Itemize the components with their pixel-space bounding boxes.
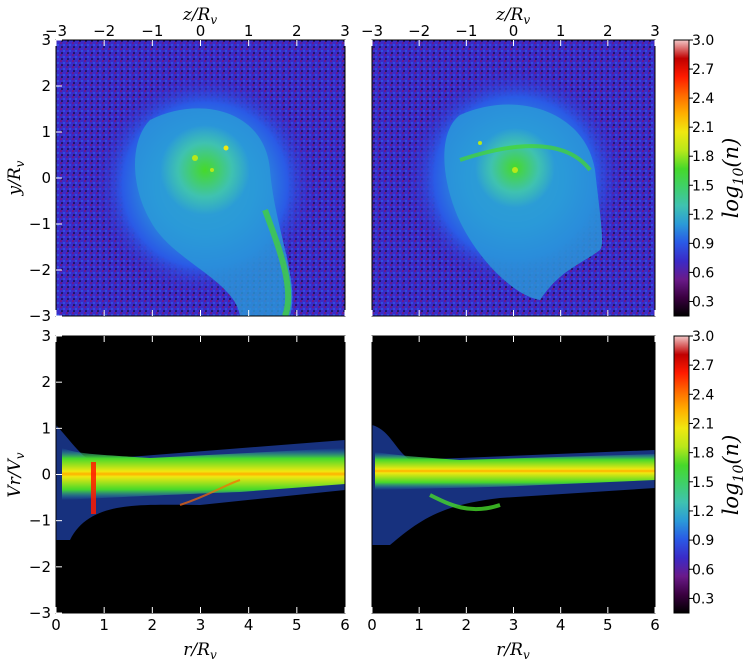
x-tick-label: −3 (45, 22, 67, 40)
colorbar-tick-label: 2.1 (692, 120, 714, 136)
colorbar-tick-label: 0.9 (692, 533, 714, 549)
x-tick-label: 5 (292, 616, 302, 634)
ylabel-bottom-left: Vr/Vv (5, 452, 27, 497)
y-tick-label: 3 (41, 31, 51, 49)
colorbar-tick-label: 1.8 (692, 149, 714, 165)
colorbar-top: 3.0 2.7 2.4 2.1 1.8 1.5 1.2 0.9 0.6 0.3 log10(n) (673, 33, 747, 317)
xlabel-bottom-right: r/Rv (496, 640, 530, 662)
xlabel-top-right: z/Rv (495, 5, 530, 27)
colorbar-tick-label: 1.2 (692, 504, 714, 520)
x-tick-label: 6 (340, 616, 350, 634)
colorbar-top-strip (673, 39, 690, 317)
colorbar-tick-label: 1.5 (692, 178, 714, 194)
x-tick-label: −1 (455, 22, 477, 40)
colorbar-tick-label: 0.6 (692, 562, 714, 578)
y-tick-label: 3 (41, 327, 51, 345)
x-tick-label: −3 (361, 22, 383, 40)
y-tick-label: 2 (41, 373, 51, 391)
xlabel-top-left: z/Rv (182, 5, 217, 27)
x-tick-label: 3 (509, 616, 519, 634)
colorbar-tick-label: 1.2 (692, 207, 714, 223)
colorbar-tick-label: 0.6 (692, 265, 714, 281)
panel-top-left (56, 40, 345, 316)
xlabel-bottom-left: r/Rv (183, 640, 217, 662)
x-tick-label: −2 (408, 22, 430, 40)
y-tick-label: 2 (41, 77, 51, 95)
y-tick-label: 1 (41, 123, 51, 141)
x-tick-label: 2 (292, 22, 302, 40)
colorbar-bottom-ticks: 3.0 2.7 2.4 2.1 1.8 1.5 1.2 0.9 0.6 0.3 (689, 329, 714, 607)
x-tick-label: 3 (650, 22, 660, 40)
colorbar-tick-label: 2.4 (692, 91, 714, 107)
y-tick-label: 0 (41, 169, 51, 187)
ylabel-top-left: y/Rv (5, 160, 27, 196)
x-tick-label: 1 (99, 616, 109, 634)
colorbar-tick-label: 1.5 (692, 475, 714, 491)
colorbar-top-ticks: 3.0 2.7 2.4 2.1 1.8 1.5 1.2 0.9 0.6 0.3 (689, 33, 714, 310)
y-tick-label: 0 (41, 466, 51, 484)
colorbar-bottom: 3.0 2.7 2.4 2.1 1.8 1.5 1.2 0.9 0.6 0.3 log10(n) (673, 329, 747, 614)
y-tick-label: −1 (29, 215, 51, 233)
x-tick-label: 2 (148, 616, 158, 634)
colorbar-tick-label: 3.0 (692, 329, 714, 345)
x-tick-label: 0 (367, 616, 377, 634)
x-tick-label: 1 (244, 22, 254, 40)
panel-top-right (372, 40, 655, 316)
x-tick-label: −2 (93, 22, 115, 40)
x-tick-label: 1 (556, 22, 566, 40)
colorbar-tick-label: 2.1 (692, 416, 714, 432)
x-tick-label: 5 (603, 616, 613, 634)
colorbar-tick-label: 0.9 (692, 236, 714, 252)
x-tick-label: 0 (196, 22, 206, 40)
x-tick-label: 6 (650, 616, 660, 634)
colorbar-tick-label: 0.3 (692, 294, 714, 310)
colorbar-tick-label: 2.4 (692, 387, 714, 403)
x-tick-label: 2 (462, 616, 472, 634)
x-tick-label: 3 (340, 22, 350, 40)
x-tick-label: 4 (244, 616, 254, 634)
x-tick-label: 3 (196, 616, 206, 634)
colorbar-tick-label: 2.7 (692, 62, 714, 78)
x-tick-label: 1 (414, 616, 424, 634)
colorbar-tick-label: 2.7 (692, 358, 714, 374)
y-tick-label: 1 (41, 419, 51, 437)
colorbar-tick-label: 0.3 (692, 591, 714, 607)
x-tick-label: 4 (556, 616, 566, 634)
x-tick-label: 2 (603, 22, 613, 40)
colorbar-bottom-label: log10(n) (719, 435, 747, 516)
x-tick-label: 0 (509, 22, 519, 40)
colorbar-tick-label: 1.8 (692, 446, 714, 462)
x-tick-label: 0 (51, 616, 61, 634)
panel-bottom-right (372, 336, 655, 613)
colorbar-tick-label: 3.0 (692, 33, 714, 49)
y-tick-label: −1 (29, 512, 51, 530)
panel-bottom-left (56, 336, 345, 613)
colorbar-top-label: log10(n) (719, 138, 747, 219)
colorbar-bottom-strip (673, 335, 690, 614)
y-tick-label: −3 (29, 307, 51, 325)
y-tick-label: −3 (29, 604, 51, 622)
y-tick-label: −2 (29, 261, 51, 279)
y-tick-label: −2 (29, 558, 51, 576)
ticks-layer: −3 −2 −1 0 1 2 3 3 2 1 0 −1 −2 −3 −3 −2 −1 0 1 2 3 0 1 2 3 4 5 6 3 2 1… (29, 22, 660, 634)
x-tick-label: −1 (141, 22, 163, 40)
